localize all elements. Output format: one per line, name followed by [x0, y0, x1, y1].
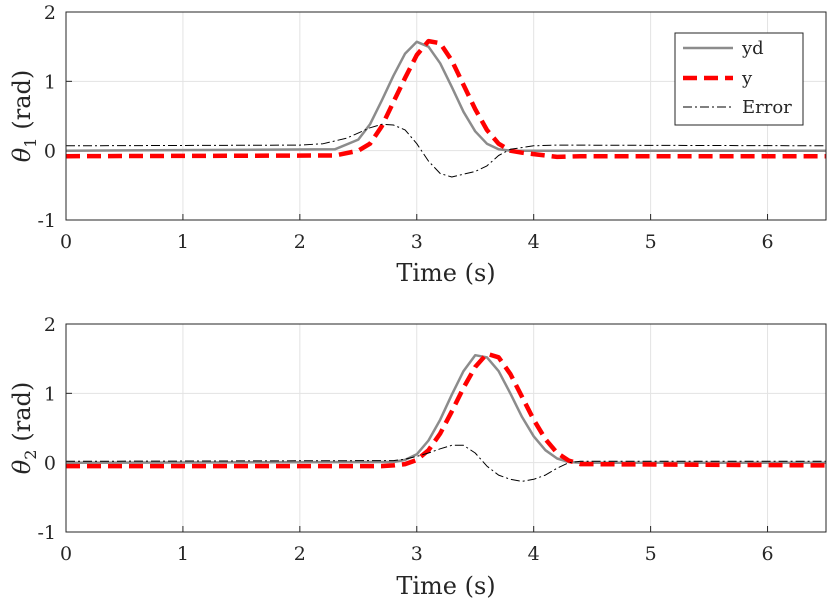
- x-tick-labels-1: 0 1 2 3 4 5 6: [60, 231, 774, 253]
- axes-box-2: [65, 323, 827, 533]
- x-tick-label: 4: [528, 543, 540, 565]
- y-tick-labels-1: -1 0 1 2: [37, 2, 56, 232]
- y-axis-unit-2: (rad): [8, 382, 36, 442]
- y-axis-subscript-2: 2: [21, 450, 40, 460]
- y-axis-label-1: θ1 (rad): [8, 70, 40, 163]
- x-tick-label: 6: [761, 543, 773, 565]
- x-tick-label: 1: [177, 543, 189, 565]
- axes-box-1: [65, 11, 827, 221]
- y-axis-symbol-1: θ: [8, 147, 36, 162]
- x-tick-label: 5: [645, 543, 657, 565]
- series-line-error: [65, 444, 826, 482]
- y-tick-label: -1: [37, 522, 56, 544]
- x-tick-label: 5: [645, 231, 657, 253]
- x-axis-label-2: Time (s): [396, 572, 495, 600]
- x-tick-label: 2: [294, 231, 306, 253]
- legend-label-error: Error: [742, 97, 792, 118]
- x-tick-label: 1: [177, 231, 189, 253]
- y-tick-labels-2: -1 0 1 2: [37, 314, 56, 544]
- series-line-y: [66, 351, 827, 469]
- y-axis-unit-1: (rad): [8, 70, 36, 130]
- legend: yd y Error: [674, 32, 804, 126]
- x-tick-label: 3: [411, 543, 423, 565]
- y-tick-label: -1: [37, 210, 56, 232]
- x-tick-label: 6: [761, 231, 773, 253]
- y-tick-label: 2: [44, 2, 56, 24]
- legend-label-yd: yd: [741, 38, 764, 59]
- y-tick-label: 0: [44, 141, 56, 163]
- y-axis-label-2: θ2 (rad): [8, 382, 40, 475]
- series-line-yd: [65, 353, 826, 464]
- y-tick-label: 1: [44, 383, 56, 405]
- y-tick-label: 0: [44, 453, 56, 475]
- y-tick-label: 1: [44, 71, 56, 93]
- x-tick-label: 0: [60, 543, 72, 565]
- x-tick-label: 2: [294, 543, 306, 565]
- x-tick-label: 3: [411, 231, 423, 253]
- y-axis-symbol-2: θ: [8, 459, 36, 474]
- series-line-error: [65, 123, 827, 178]
- y-axis-subscript-1: 1: [21, 138, 40, 148]
- legend-label-y: y: [741, 68, 753, 89]
- x-tick-label: 4: [528, 231, 540, 253]
- x-axis-label-1: Time (s): [396, 259, 495, 287]
- x-tick-label: 0: [60, 231, 72, 253]
- plot-area-2: [66, 324, 826, 532]
- series-lines-2: [65, 351, 827, 482]
- y-tick-label: 2: [44, 314, 56, 336]
- x-tick-labels-2: 0 1 2 3 4 5 6: [60, 543, 774, 565]
- series-lines-1: [65, 38, 827, 178]
